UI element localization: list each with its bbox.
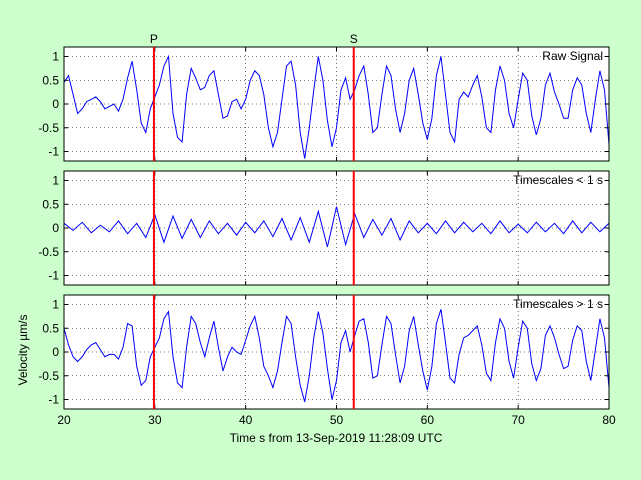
y-tick-label: -0.5 [38, 369, 59, 383]
panel-3: -1 -0.5 0 0.5 1 20 30 40 50 60 70 80 Timescales > 1 … [38, 294, 616, 427]
panels-group: -1 -0.5 0 0.5 1 Raw Signal -1 -0.5 0 0.5 1 Timescal… [38, 46, 616, 427]
y-tick-label: 0 [52, 97, 59, 111]
y-tick-label: 0 [52, 221, 59, 235]
y-tick-label: 0.5 [42, 197, 59, 211]
x-tick-label: 40 [239, 413, 253, 427]
y-tick-label: 1 [52, 174, 59, 188]
y-tick-label: -1 [48, 269, 59, 283]
y-tick-label: -0.5 [38, 245, 59, 259]
phase-marker-label: P [150, 32, 158, 46]
y-tick-label: -1 [48, 145, 59, 159]
x-tick-label: 50 [330, 413, 344, 427]
panel-title: Timescales < 1 s [513, 173, 603, 187]
x-tick-label: 20 [57, 413, 71, 427]
y-tick-label: 0.5 [42, 73, 59, 87]
panel-title: Raw Signal [542, 49, 603, 63]
x-tick-label: 60 [421, 413, 435, 427]
y-tick-label: -1 [48, 393, 59, 407]
panel-2: -1 -0.5 0 0.5 1 Timescales < 1 s [38, 170, 610, 286]
y-axis-label: Velocity µm/s [16, 315, 30, 386]
y-tick-label: 1 [52, 50, 59, 64]
y-tick-label: 0 [52, 345, 59, 359]
x-tick-label: 80 [602, 413, 616, 427]
phase-marker-label: S [350, 32, 358, 46]
panel-title: Timescales > 1 s [513, 297, 603, 311]
x-axis-label: Time s from 13-Sep-2019 11:28:09 UTC [230, 431, 443, 445]
x-tick-label: 30 [148, 413, 162, 427]
panel-1: -1 -0.5 0 0.5 1 Raw Signal [38, 46, 610, 162]
y-tick-label: 1 [52, 298, 59, 312]
y-tick-label: -0.5 [38, 121, 59, 135]
x-tick-label: 70 [511, 413, 525, 427]
y-tick-label: 0.5 [42, 321, 59, 335]
